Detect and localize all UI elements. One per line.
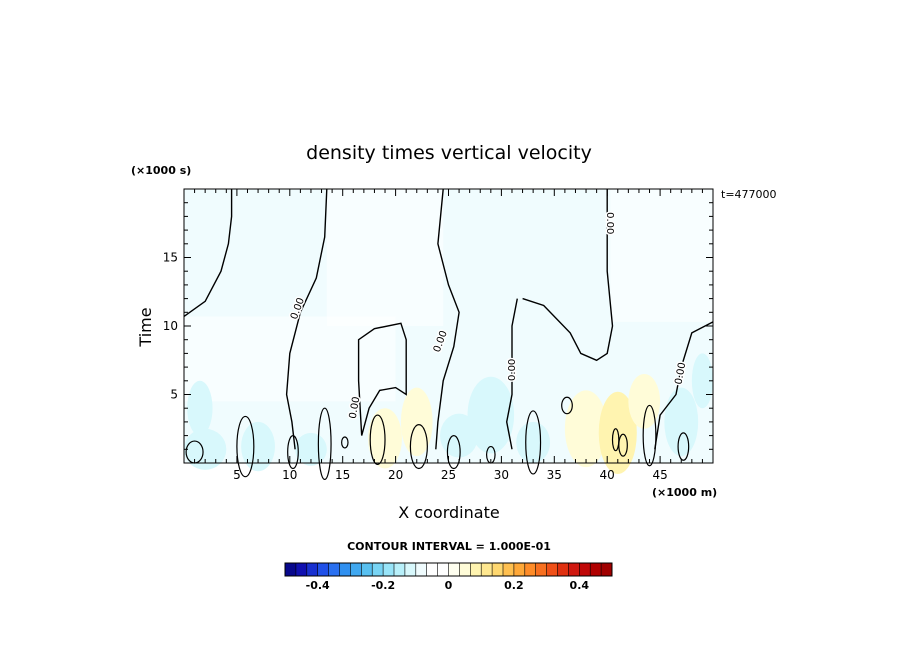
colorbar-swatch xyxy=(470,563,482,576)
colorbar-swatch xyxy=(568,563,580,576)
x-axis-title: X coordinate xyxy=(398,503,499,522)
colorbar-swatch xyxy=(579,563,591,576)
x-tick-label: 10 xyxy=(282,468,297,482)
x-axis-ticks: 5 10 15 20 25 30 35 40 45 xyxy=(194,189,703,482)
field-patch xyxy=(610,189,713,322)
y-axis-ticks: 5 10 15 xyxy=(163,202,713,450)
field-blob xyxy=(516,421,551,464)
y-tick-label: 10 xyxy=(163,319,178,333)
colorbar-swatch xyxy=(448,563,460,576)
colorbar-tick-label: -0.2 xyxy=(371,579,395,592)
colorbar-swatch xyxy=(372,563,384,576)
x-tick-label: 35 xyxy=(547,468,562,482)
colorbar-swatch xyxy=(535,563,547,576)
field-blob xyxy=(184,428,227,470)
zero-contour-lines xyxy=(183,188,714,481)
colorbar xyxy=(284,562,613,577)
x-tick-label: 25 xyxy=(441,468,456,482)
contour-small xyxy=(618,433,628,457)
chart-title: density times vertical velocity xyxy=(306,142,592,164)
colorbar-swatch xyxy=(557,563,569,576)
contour-small xyxy=(369,414,386,465)
contour-small xyxy=(317,407,332,481)
colorbar-swatch xyxy=(513,563,526,576)
colorbar-tick-label: 0 xyxy=(445,579,453,592)
colorbar-swatch xyxy=(481,563,493,576)
contour-small xyxy=(409,424,428,470)
colorbar-swatch xyxy=(415,563,427,576)
contour-small xyxy=(677,432,690,461)
colorbar-swatch xyxy=(317,563,329,576)
colorbar-swatch xyxy=(328,563,340,576)
y-axis-title: Time xyxy=(136,307,155,347)
contour-interval-text: CONTOUR INTERVAL = 1.000E-01 xyxy=(347,540,551,553)
field-blob xyxy=(564,390,608,468)
contour-small xyxy=(287,435,299,470)
contour-center-right-branch xyxy=(435,188,460,450)
field-patch xyxy=(326,189,444,326)
colorbar-swatch xyxy=(524,563,536,576)
colorbar-swatch xyxy=(426,563,438,576)
y-unit-label: (×1000 s) xyxy=(131,164,191,177)
field-blob xyxy=(664,387,699,457)
x-tick-label: 30 xyxy=(494,468,509,482)
contour-small xyxy=(525,410,542,475)
colorbar-tick-label: 0.2 xyxy=(504,579,524,592)
contour-small xyxy=(642,404,657,467)
contour-far-right xyxy=(654,321,714,450)
colorbar-swatch xyxy=(394,563,406,576)
colorbar-swatch xyxy=(350,563,362,576)
colorbar-swatch xyxy=(503,563,515,576)
contour-center-dome xyxy=(357,322,407,436)
colorbar-tick-label: 0.4 xyxy=(570,579,590,592)
colorbar-swatch xyxy=(306,563,318,576)
contour-right-u xyxy=(522,189,614,362)
colorbar-swatch xyxy=(590,563,602,576)
colorbar-frame xyxy=(284,562,613,577)
field-blob xyxy=(241,421,275,472)
contour-right-branch-low xyxy=(505,298,518,450)
field-blob xyxy=(187,380,213,436)
colorbar-tick-label: -0.4 xyxy=(306,579,330,592)
x-tick-label: 45 xyxy=(652,468,667,482)
colorbar-swatch xyxy=(361,563,373,576)
field-blob xyxy=(400,387,433,457)
shaded-field xyxy=(184,189,713,474)
time-stamp: t=477000 xyxy=(721,188,777,201)
colorbar-tick-labels: -0.4 -0.2 0 0.2 0.4 xyxy=(306,579,590,592)
contour-label: 0.00 xyxy=(604,212,615,234)
colorbar-swatch xyxy=(601,563,613,576)
x-tick-label: 5 xyxy=(233,468,241,482)
contour-left-branch xyxy=(183,189,233,317)
colorbar-swatch xyxy=(459,563,471,576)
colorbar-swatch xyxy=(383,563,395,576)
y-tick-label: 5 xyxy=(170,388,178,402)
colorbar-swatch xyxy=(285,563,297,576)
colorbar-swatch xyxy=(295,563,308,576)
contour-small xyxy=(446,435,461,470)
x-tick-label: 20 xyxy=(388,468,403,482)
contour-small xyxy=(236,415,255,478)
field-blob xyxy=(467,376,515,454)
y-tick-label: 15 xyxy=(163,251,178,265)
field-blob xyxy=(628,373,661,429)
colorbar-swatch xyxy=(404,563,417,576)
colorbar-swatch xyxy=(437,563,449,576)
contour-label: 0.00 xyxy=(507,359,518,381)
x-tick-label: 15 xyxy=(335,468,350,482)
x-unit-label: (×1000 m) xyxy=(652,486,717,499)
colorbar-swatch xyxy=(339,563,351,576)
colorbar-swatch xyxy=(492,563,504,576)
x-tick-label: 40 xyxy=(600,468,615,482)
contour-small xyxy=(561,396,573,415)
colorbar-swatch xyxy=(546,563,558,576)
contour-small xyxy=(341,436,349,449)
contour-center-left-branch xyxy=(285,188,328,450)
